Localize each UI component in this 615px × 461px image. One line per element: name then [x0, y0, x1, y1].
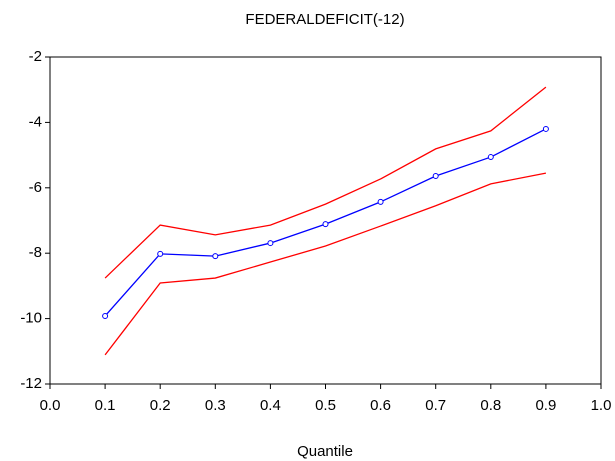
x-tick-label: 0.6 — [370, 397, 391, 414]
series-marker — [157, 250, 164, 257]
series-marker — [542, 125, 549, 132]
y-tick-label: -10 — [20, 310, 42, 327]
x-tick-label: 0.8 — [480, 397, 501, 414]
x-tick-label: 0.2 — [150, 397, 171, 414]
y-tick-label: -8 — [29, 244, 42, 261]
x-tick-label: 1.0 — [591, 397, 612, 414]
series-marker — [102, 312, 109, 319]
plot-frame — [49, 56, 602, 385]
x-tick-label: 0.0 — [40, 397, 61, 414]
chart-title: FEDERALDEFICIT(-12) — [245, 11, 404, 28]
x-tick-label: 0.9 — [535, 397, 556, 414]
series-marker — [487, 154, 494, 161]
y-tick-label: -4 — [29, 113, 42, 130]
x-tick-label: 0.1 — [95, 397, 116, 414]
series-marker — [432, 173, 439, 180]
series-line — [104, 172, 547, 356]
x-tick-label: 0.7 — [425, 397, 446, 414]
x-axis-label: Quantile — [297, 443, 353, 460]
x-tick-label: 0.5 — [315, 397, 336, 414]
y-tick-label: -6 — [29, 179, 42, 196]
y-tick-label: -12 — [20, 375, 42, 392]
series-marker — [322, 221, 329, 228]
y-tick-label: -2 — [29, 48, 42, 65]
series-marker — [377, 198, 384, 205]
series-line — [104, 86, 547, 279]
series-marker — [212, 253, 219, 260]
series-marker — [267, 240, 274, 247]
x-tick-label: 0.3 — [205, 397, 226, 414]
x-tick-label: 0.4 — [260, 397, 281, 414]
